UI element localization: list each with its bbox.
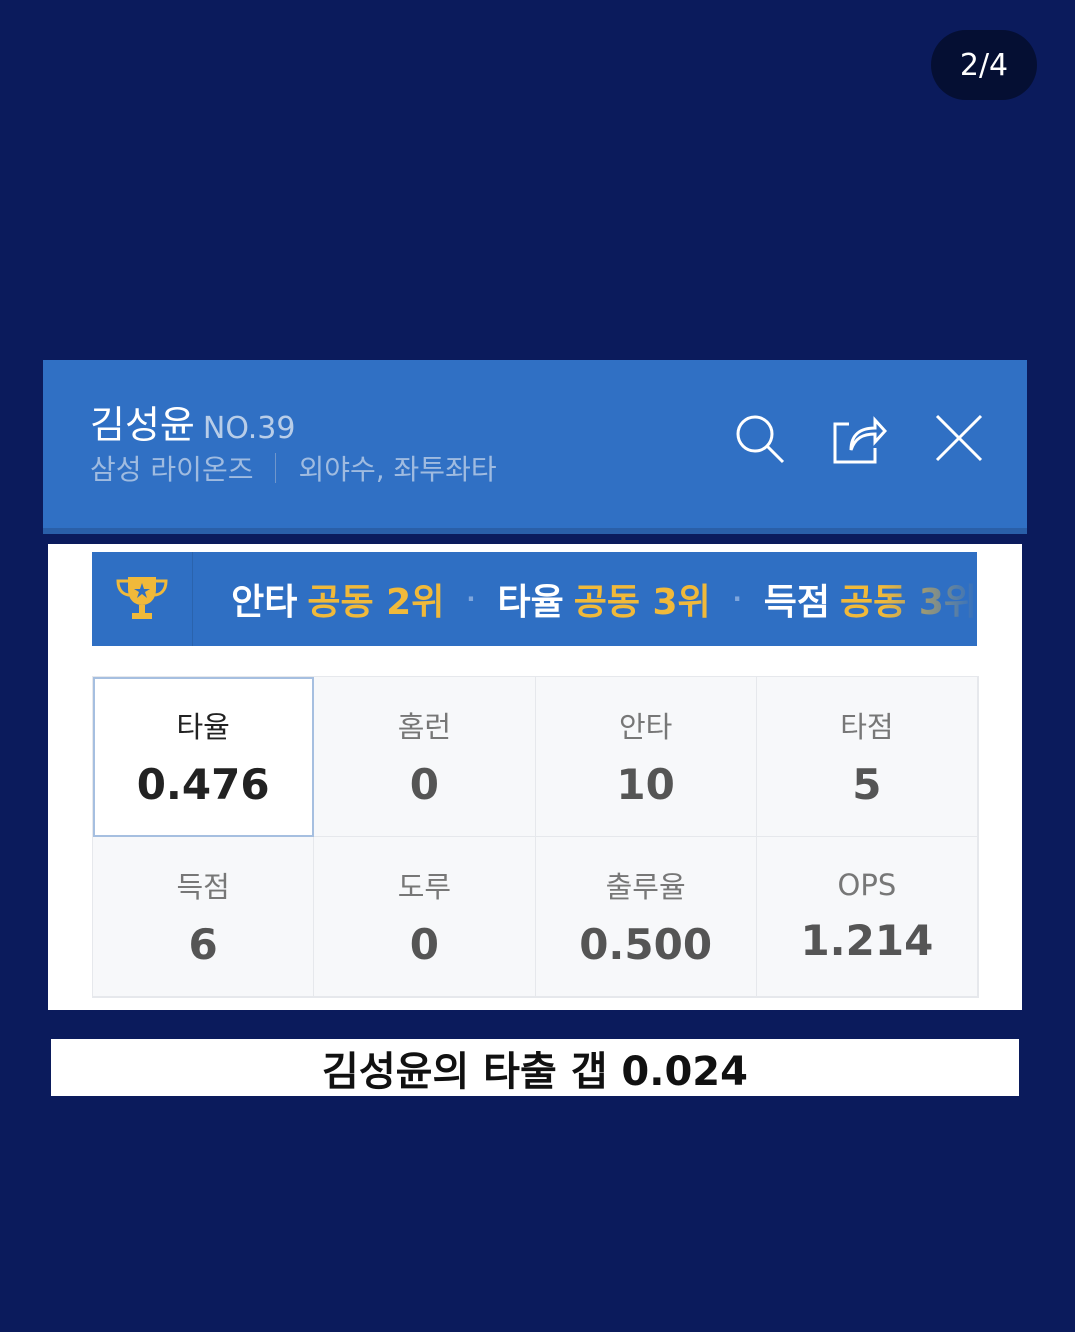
team-name: 삼성 라이온즈 [90, 453, 254, 486]
player-name-row: 김성윤 NO.39 [90, 394, 295, 449]
player-position: 외야수, 좌투좌타 [298, 453, 497, 486]
rank-value: 공동 2위 [307, 582, 445, 623]
stat-label: 타점 [840, 710, 894, 744]
stat-cell[interactable]: 득점 6 [93, 837, 315, 997]
stat-value: 0.476 [136, 760, 270, 809]
caption: 김성윤의 타출 갭 0.024 [51, 1039, 1019, 1096]
stat-value: 5 [852, 760, 882, 809]
stat-value: 0 [409, 760, 439, 809]
stat-cell[interactable]: OPS 1.214 [756, 837, 978, 997]
stat-value: 0 [409, 920, 439, 969]
rank-label: 타율 [497, 582, 564, 623]
trophy-icon [116, 577, 168, 619]
close-icon[interactable] [931, 410, 987, 466]
stat-label: 득점 [176, 870, 230, 904]
rank-label: 득점 [763, 582, 831, 623]
stat-cell[interactable]: 타점 5 [756, 677, 978, 837]
stats-grid: 타율 0.476 홈런 0 안타 10 타점 5 득점 6 도루 0 출루율 0.500 OP… [92, 676, 979, 998]
stat-value: 10 [616, 760, 675, 809]
separator-dot: · [466, 585, 476, 613]
stat-value: 6 [188, 920, 218, 969]
stat-label: OPS [837, 868, 897, 902]
search-icon[interactable] [731, 410, 787, 466]
rank-value: 공동 3위 [840, 582, 977, 623]
rank-value: 공동 3위 [573, 582, 711, 623]
stat-label: 출루율 [605, 870, 686, 904]
ranking-banner[interactable]: 안타 공동 2위 · 타율 공동 3위 · 득점 공동 3위 [92, 552, 977, 646]
player-header: 김성윤 NO.39 삼성 라이온즈 외야수, 좌투좌타 [43, 360, 1027, 528]
stat-cell[interactable]: 타율 0.476 [93, 677, 315, 837]
divider [275, 453, 277, 483]
player-name: 김성윤 [90, 403, 195, 447]
stat-label: 도루 [397, 870, 452, 904]
stat-cell[interactable]: 홈런 0 [314, 677, 536, 837]
share-icon[interactable] [831, 410, 887, 466]
stat-cell[interactable]: 출루율 0.500 [535, 837, 757, 997]
page-indicator: 2/4 [931, 30, 1037, 100]
separator-dot: · [732, 585, 742, 613]
stat-label: 타율 [176, 710, 230, 744]
stats-card: 안타 공동 2위 · 타율 공동 3위 · 득점 공동 3위 타율 0.476 홈런 0 … [48, 544, 1022, 1010]
rank-label: 안타 [231, 582, 298, 623]
player-number: NO.39 [202, 411, 296, 446]
stat-cell[interactable]: 도루 0 [314, 837, 536, 997]
stat-cell[interactable]: 안타 10 [535, 677, 757, 837]
stat-label: 안타 [618, 710, 673, 744]
stat-value: 0.500 [579, 920, 713, 969]
stat-label: 홈런 [397, 710, 452, 744]
player-info: 삼성 라이온즈 외야수, 좌투좌타 [90, 448, 497, 488]
stat-value: 1.214 [800, 916, 934, 965]
